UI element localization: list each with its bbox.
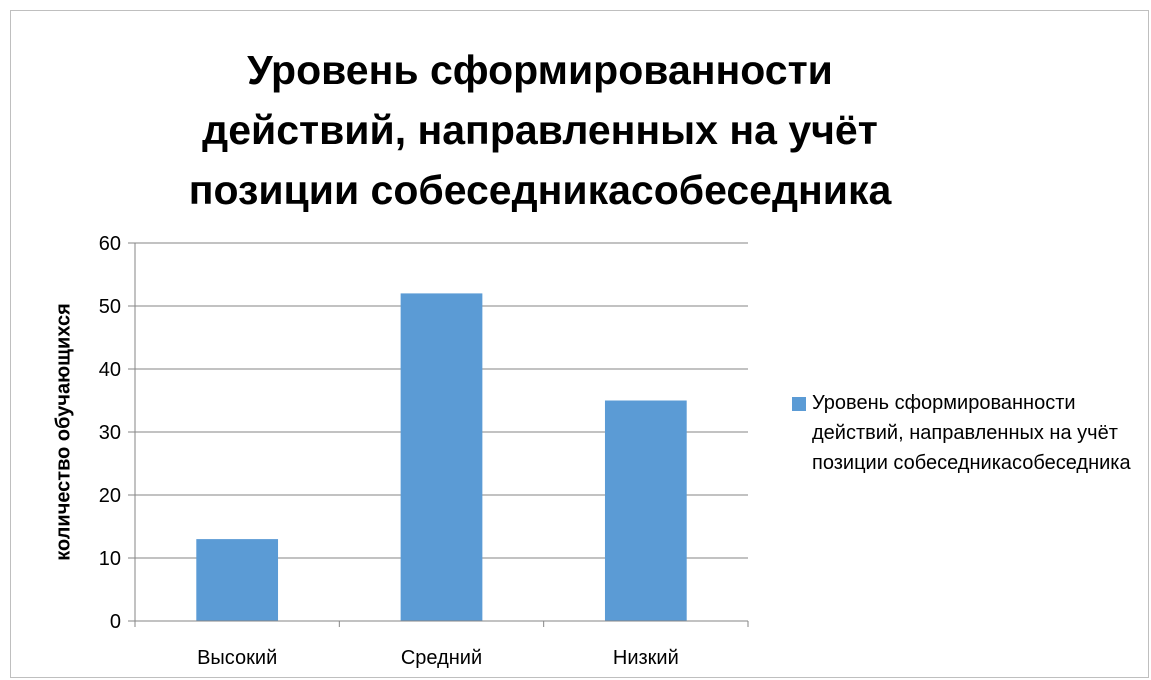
bars — [196, 293, 687, 621]
y-tick-label: 50 — [99, 296, 121, 318]
y-tick-label: 20 — [99, 485, 121, 507]
chart-title: Уровень сформированности действий, напра… — [188, 47, 892, 213]
legend-label: Уровень сформированности действий, напра… — [812, 392, 1131, 474]
axes: 0 10 20 30 40 50 60 Высокий Средний Низкий — [99, 233, 749, 669]
y-tick-label: 10 — [99, 548, 121, 570]
bar-1 — [196, 539, 279, 621]
legend-swatch — [792, 397, 806, 411]
y-tick-label: 60 — [99, 233, 121, 255]
y-tick-label: 30 — [99, 422, 121, 444]
x-tick-label: Высокий — [197, 647, 277, 669]
y-tick-label: 0 — [110, 611, 121, 633]
x-tick-label: Низкий — [613, 647, 679, 669]
x-tick-label: Средний — [401, 647, 482, 669]
bar-3 — [604, 400, 687, 621]
y-tick-label: 40 — [99, 359, 121, 381]
bar-2 — [400, 293, 483, 621]
